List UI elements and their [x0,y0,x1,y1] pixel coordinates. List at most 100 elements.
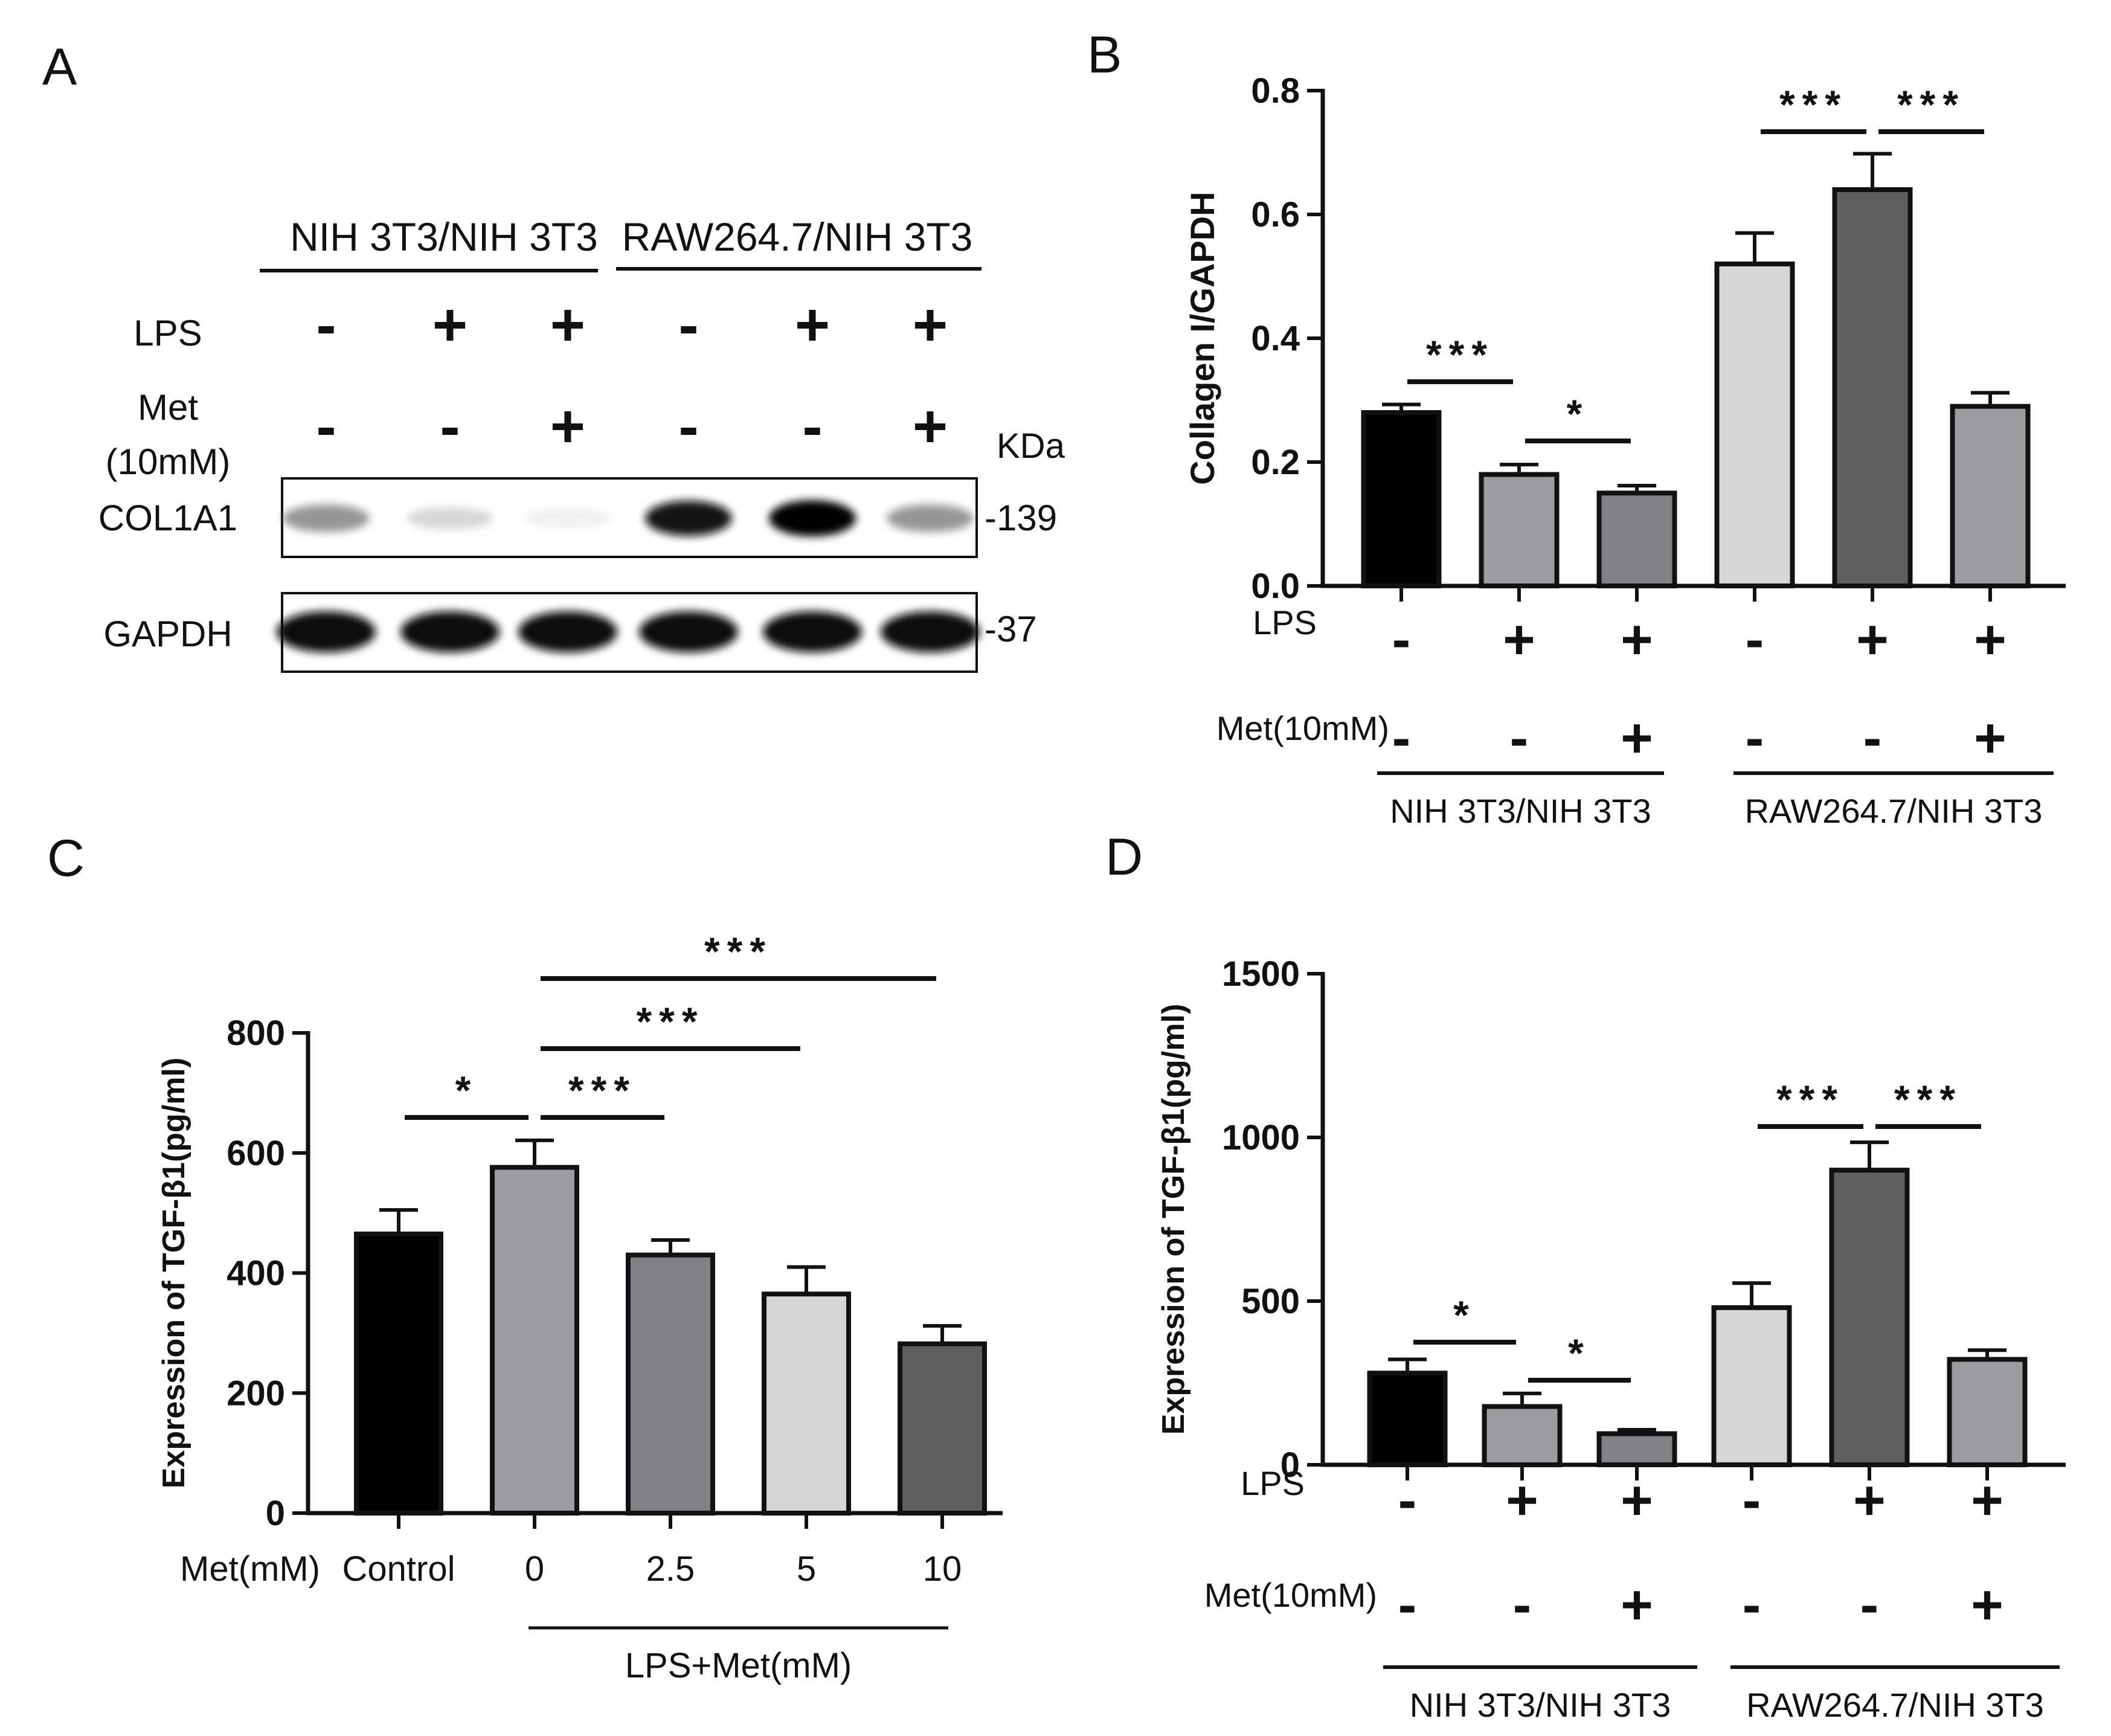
chart-c-significance-label: *** [636,999,704,1044]
chart-c-bar [762,1291,851,1516]
blot-met-sign: - [316,393,336,460]
chart-c-category-label: 2.5 [646,1549,695,1589]
chart-c-bar [354,1231,443,1516]
chart-c-category-label: Control [342,1549,455,1589]
chart-d-met-sign: - [1398,1574,1417,1636]
chart-d-met-sign: - [1860,1574,1879,1636]
chart-d-group-label: RAW264.7/NIH 3T3 [1746,1686,2044,1724]
gapdh-band [881,611,980,652]
chart-b-lps-sign: - [1746,609,1764,670]
panel-d-chart: D 0 500 1000 1500 Expression of TGF-β1(pg/ml… [1105,828,2066,1724]
gapdh-band [277,611,376,652]
chart-c-group-label: LPS+Met(mM) [625,1646,852,1685]
blot-met-signs: - - + - - + [316,393,948,460]
panel-d-letter: D [1105,828,1143,886]
chart-b-met-sign: + [1974,707,2007,769]
col1a1-band [645,500,732,536]
blot-lps-sign: - [316,291,336,359]
chart-c-significance-label: *** [568,1068,637,1113]
chart-b-significance-label: *** [1897,82,1965,127]
chart-d-bar [1482,1404,1563,1467]
chart-d-bar [1596,1431,1677,1468]
chart-d-met-sign: + [1621,1574,1653,1636]
blot-gapdh-mw: -37 [985,609,1037,649]
blot-lps-sign: + [550,291,585,359]
chart-b-met-sign: - [1863,707,1882,769]
gapdh-band [639,611,738,652]
chart-d-lps-sign: + [1853,1470,1886,1531]
chart-d-significance-label: * [1568,1331,1591,1375]
blot-met-sign: + [913,393,948,460]
blot-met-sign: + [550,393,585,460]
blot-kda-label: KDa [997,426,1065,466]
chart-d-lps-sign: + [1506,1470,1538,1531]
chart-d-group-label: NIH 3T3/NIH 3T3 [1410,1686,1671,1724]
blot-lps-signs: - + + - + + [316,291,948,359]
chart-c-significance-label: * [455,1068,478,1113]
chart-b-met-row-label: Met(10mM) [1216,709,1389,747]
chart-b-bar [1479,472,1560,588]
chart-b-lps-sign: + [1974,609,2007,670]
chart-d-y-tick-label: 500 [1241,1282,1300,1321]
chart-c-significance-label: *** [704,929,773,974]
col1a1-band [887,504,974,532]
chart-b-bar [1950,403,2031,588]
chart-b-bar [1714,262,1795,588]
chart-b-group-label: RAW264.7/NIH 3T3 [1745,792,2043,830]
chart-b-lps-sign: + [1503,609,1535,670]
blot-lps-sign: - [678,291,698,359]
col1a1-band [524,509,611,528]
chart-b-met-sign: + [1621,707,1653,769]
chart-d-met-sign: - [1743,1574,1761,1636]
chart-d-bar [1947,1357,2028,1468]
chart-b-y-axis-label: Collagen I/GAPDH [1183,191,1221,484]
chart-b-y-tick-label: 0.0 [1251,567,1300,606]
blot-lps-sign: + [432,291,468,359]
chart-c-y-tick-label: 800 [227,1014,285,1053]
chart-d-significance-label: * [1453,1293,1476,1337]
panel-c-letter: C [47,829,85,887]
blot-col1a1-label: COL1A1 [98,498,237,538]
blot-lps-sign: + [795,291,830,359]
chart-b-significance-label: *** [1426,332,1494,377]
chart-c-y-tick-label: 0 [266,1494,285,1533]
panel-a-western-blot: A NIH 3T3/NIH 3T3 RAW264.7/NIH 3T3 LPS M… [42,38,1065,673]
chart-c-y-tick-label: 400 [227,1254,285,1293]
chart-d-met-sign: - [1513,1574,1532,1636]
chart-d-bar [1829,1168,1910,1467]
chart-c-category-label: 10 [923,1549,962,1589]
gapdh-band [763,611,862,652]
chart-d-met-row-label: Met(10mM) [1204,1576,1377,1614]
chart-b-lps-sign: + [1856,609,1889,670]
chart-b-lps-sign: + [1621,609,1653,670]
chart-c-bar [490,1165,579,1516]
chart-d-y-axis-label: Expression of TGF-β1(pg/ml) [1156,1004,1191,1435]
blot-gapdh-frame [281,592,978,673]
blot-gapdh-label: GAPDH [103,614,232,654]
chart-d-lps-row-label: LPS [1241,1464,1305,1502]
chart-b-lps-row-label: LPS [1253,603,1317,641]
col1a1-band [283,504,370,532]
col1a1-band [406,507,493,529]
chart-c-y-axis-label: Expression of TGF-β1(pg/ml) [156,1058,191,1489]
chart-b-met-sign: - [1392,707,1411,769]
chart-d-significance-label: *** [1894,1077,1962,1122]
chart-d-significance-label: *** [1776,1077,1845,1122]
chart-b-lps-sign: - [1392,609,1411,670]
blot-lps-label: LPS [133,313,202,353]
chart-c-bar [626,1252,715,1516]
blot-group-label-nih: NIH 3T3/NIH 3T3 [290,214,598,259]
chart-d-met-sign: + [1971,1574,2003,1636]
chart-b-y-tick-label: 0.4 [1251,319,1300,358]
chart-b-y-tick-label: 0.6 [1251,195,1300,234]
chart-c-category-label: 0 [525,1549,544,1589]
blot-met-sign: - [440,393,460,460]
chart-b-met-sign: - [1510,707,1529,769]
blot-group-label-raw: RAW264.7/NIH 3T3 [622,214,973,259]
chart-d-y-tick-label: 1500 [1222,954,1300,994]
gapdh-band [518,611,617,652]
chart-b-group-label: NIH 3T3/NIH 3T3 [1390,792,1651,830]
